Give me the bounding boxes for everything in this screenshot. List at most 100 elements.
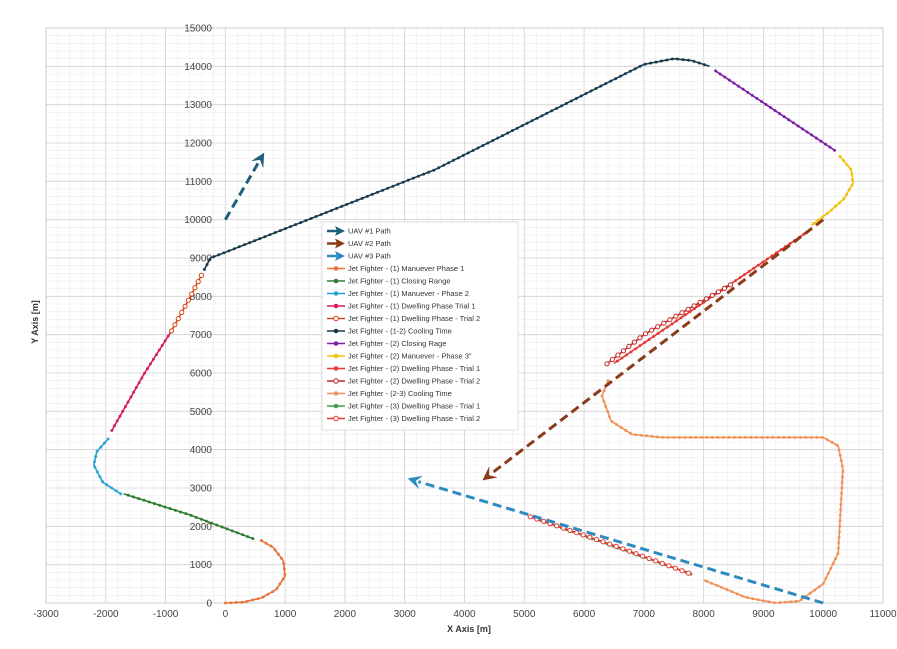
data-point [840, 464, 844, 468]
data-point [791, 121, 795, 125]
legend-label: Jet Fighter - (2) Closing Rage [348, 339, 446, 348]
data-point [102, 441, 106, 445]
x-tick-label: 10000 [809, 609, 837, 620]
data-point [685, 306, 691, 312]
data-point [121, 409, 125, 413]
arrow-shaft [418, 480, 824, 605]
legend-entry: Jet Fighter - (1) Closing Range [327, 277, 451, 286]
data-point [639, 433, 643, 437]
series-group [600, 379, 845, 605]
data-point [530, 119, 534, 123]
data-point [823, 142, 827, 146]
data-point [569, 99, 573, 103]
x-tick-label: 6000 [573, 609, 596, 620]
data-point [654, 60, 658, 64]
y-tick-label: 12000 [184, 139, 212, 150]
data-point [833, 148, 837, 152]
legend-label: UAV #1 Path [348, 227, 391, 236]
data-point [659, 560, 665, 567]
data-point [649, 327, 655, 333]
data-point [114, 489, 118, 493]
data-point [837, 541, 841, 545]
data-point [851, 178, 855, 182]
data-point [643, 331, 649, 337]
data-point [204, 519, 208, 523]
data-point [638, 64, 642, 68]
legend-entry: Jet Fighter - (1) Dwelling Phase - Trial… [327, 314, 480, 323]
data-point [765, 435, 769, 439]
data-point [182, 303, 188, 309]
legend-entry: Jet Fighter - (2) Dwelling Phase - Trial… [327, 364, 480, 373]
y-tick-label: 5000 [190, 407, 213, 418]
data-point [606, 379, 610, 383]
data-point [608, 415, 612, 419]
data-point [659, 59, 663, 63]
data-point [223, 601, 227, 605]
tick-labels: -3000 -2000 -1000 0 1000 2000 3000 4000 5000 6000… [33, 24, 897, 621]
data-point [106, 437, 110, 441]
data-point [157, 348, 161, 352]
legend-entry: UAV #1 Path [327, 226, 391, 236]
series-group [202, 57, 710, 272]
data-point [745, 596, 749, 600]
data-point [634, 347, 638, 351]
data-point [778, 601, 782, 605]
y-tick-label: 7000 [190, 330, 213, 341]
data-point [725, 588, 729, 592]
data-point [273, 231, 277, 235]
series-group [223, 539, 287, 605]
data-point [838, 453, 842, 457]
y-tick-label: 10000 [184, 215, 212, 226]
data-point [179, 510, 183, 514]
data-point [560, 104, 564, 108]
data-point [773, 109, 777, 113]
data-point [801, 127, 805, 131]
data-point [788, 241, 792, 245]
data-point [263, 235, 267, 239]
series-group [169, 272, 204, 334]
data-point [817, 585, 821, 589]
data-point [173, 508, 177, 512]
legend-entry: UAV #2 Path [327, 238, 391, 249]
legend-marker [333, 353, 339, 359]
data-point [540, 114, 544, 118]
data-point [697, 299, 703, 305]
data-point [163, 505, 167, 509]
data-point [276, 552, 280, 556]
plot-area-border [45, 27, 884, 604]
data-point [189, 291, 195, 297]
data-point [667, 317, 673, 323]
data-point [260, 539, 264, 543]
series-group [810, 154, 855, 227]
data-point [486, 141, 490, 145]
legend-entry: Jet Fighter - (3) Dwelling Phase - Trial… [327, 414, 480, 423]
data-point [727, 435, 731, 439]
data-point [365, 194, 369, 198]
y-tick-label: 0 [206, 599, 212, 610]
data-point [207, 258, 211, 262]
legend-entry: Jet Fighter - (1) Manuever Phase 1 [327, 264, 464, 273]
data-point [840, 491, 844, 495]
data-point [650, 434, 654, 438]
data-point [283, 572, 287, 576]
y-tick-label: 9000 [190, 254, 213, 265]
data-point [738, 276, 742, 280]
data-point [584, 91, 588, 95]
series-group [110, 330, 173, 433]
legend-box [321, 221, 519, 431]
y-tick-label: 3000 [190, 484, 213, 495]
data-point [842, 159, 846, 163]
data-point [241, 533, 245, 537]
data-point [749, 435, 753, 439]
data-point [195, 279, 201, 285]
data-point [782, 435, 786, 439]
data-point [752, 266, 756, 270]
data-point [147, 500, 151, 504]
data-point [683, 435, 687, 439]
data-point [615, 352, 621, 358]
data-point [235, 531, 239, 535]
data-point [501, 134, 505, 138]
data-point [834, 204, 838, 208]
data-point [838, 519, 842, 523]
data-point [246, 535, 250, 539]
